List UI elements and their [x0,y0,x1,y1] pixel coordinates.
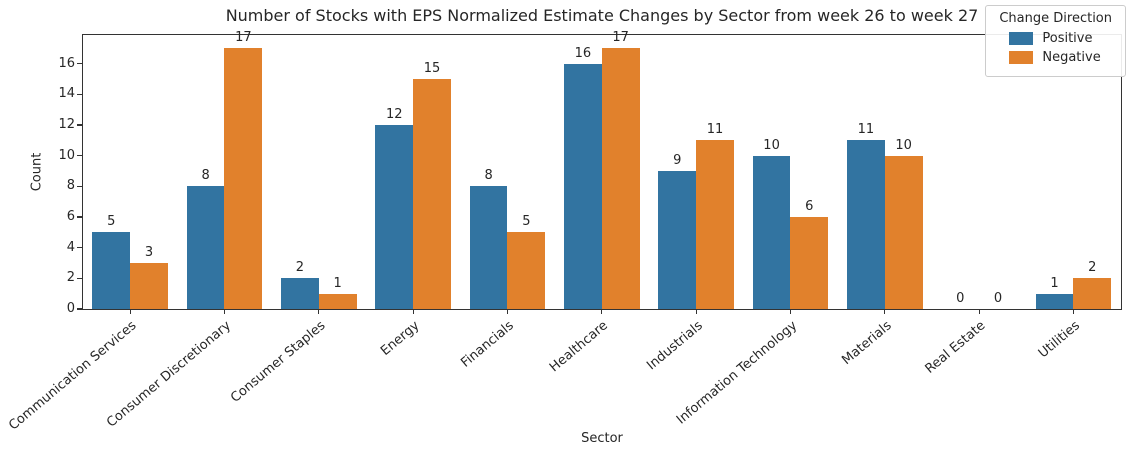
x-tick [978,309,980,314]
x-tick [129,309,131,314]
y-tick-label: 14 [58,86,75,102]
y-tick [77,155,82,157]
bar-negative [696,140,734,309]
bar-value-label: 6 [805,199,814,215]
bar-positive [752,155,791,309]
bar-value-label: 2 [1088,260,1097,276]
y-tick [77,124,82,126]
bar-value-label: 12 [385,107,403,123]
x-tick [223,309,226,314]
bar-positive [564,63,602,309]
legend-item-positive: Positive [1009,31,1116,46]
bar-value-label: 10 [895,137,912,153]
y-tick-label: 0 [66,301,75,316]
bar-negative [507,232,546,309]
x-tick-label: Healthcare [547,318,612,376]
y-tick-label: 2 [66,270,75,286]
bar-negative [224,48,263,309]
bar-negative [884,155,923,309]
y-tick-label: 12 [58,117,75,133]
bar-value-label: 8 [484,168,493,184]
bar-negative [601,48,640,309]
bar-value-label: 8 [201,168,210,184]
y-tick [77,216,82,218]
bar-value-label: 15 [423,61,441,77]
x-tick-label: Energy [378,318,423,359]
legend-item-negative: Negative [1009,50,1116,65]
x-tick [318,309,320,314]
x-axis-label: Sector [581,431,623,446]
x-tick [695,309,697,314]
bar-value-label: 0 [993,291,1003,306]
negative-color-swatch [1009,51,1034,64]
chart-title: Number of Stocks with EPS Normalized Est… [225,6,979,25]
positive-color-swatch [1009,32,1034,45]
bar-value-label: 10 [763,137,780,153]
bar-positive [847,140,885,309]
legend: Change Direction Positive Negative [985,5,1126,77]
y-tick-label: 10 [58,147,75,163]
legend-label-negative: Negative [1042,50,1101,65]
x-tick-label: Real Estate [922,318,989,377]
bar-positive [281,278,319,309]
x-tick-label: Materials [838,318,895,369]
bar-negative [318,293,357,309]
x-tick-label: Industrials [643,318,706,374]
legend-title: Change Direction [999,11,1112,26]
y-tick [77,93,82,96]
x-tick-label: Consumer Staples [227,318,329,406]
bar-positive [186,186,225,309]
bar-value-label: 11 [706,122,724,138]
y-tick-label: 4 [66,239,75,255]
bar-value-label: 16 [574,45,592,61]
legend-label-positive: Positive [1042,31,1093,46]
bar-negative [1073,278,1112,309]
y-axis-label: Count [29,152,45,192]
x-tick [789,309,792,314]
y-tick-label: 6 [66,209,75,225]
y-tick [77,247,82,249]
plot-area: Count Sector 0 2 4 6 8 10 12 14 16 Communication … [6,30,1122,446]
y-tick-label: 16 [58,55,75,71]
bar-positive [92,232,131,309]
bar-value-label: 11 [857,122,875,138]
bar-value-label: 17 [235,30,252,46]
bar-negative [413,79,451,309]
bar-positive [1035,293,1074,309]
x-tick-label: Utilities [1035,318,1083,362]
y-tick [77,277,82,279]
bar-value-label: 3 [144,245,154,261]
bar-positive [469,186,508,309]
x-tick [884,309,886,314]
y-tick [77,308,82,310]
bar-value-label: 5 [522,214,531,230]
bar-positive [375,125,414,309]
bar-value-label: 0 [956,291,965,306]
x-tick [506,309,509,314]
bar-positive [658,171,697,309]
x-tick [601,309,603,314]
bar-value-label: 17 [612,30,629,46]
bar-value-label: 1 [1050,275,1059,291]
bar-value-label: 9 [673,153,682,169]
bar-value-label: 2 [295,260,305,276]
bar-value-label: 1 [333,275,342,291]
y-tick [77,63,82,65]
x-tick [1072,309,1075,314]
y-tick [77,185,82,187]
bar-value-label: 5 [107,214,116,230]
x-tick [412,309,414,314]
bar-negative [130,263,168,309]
bar-negative [790,217,829,309]
x-tick-label: Financials [458,318,517,371]
y-tick-label: 8 [66,178,75,194]
